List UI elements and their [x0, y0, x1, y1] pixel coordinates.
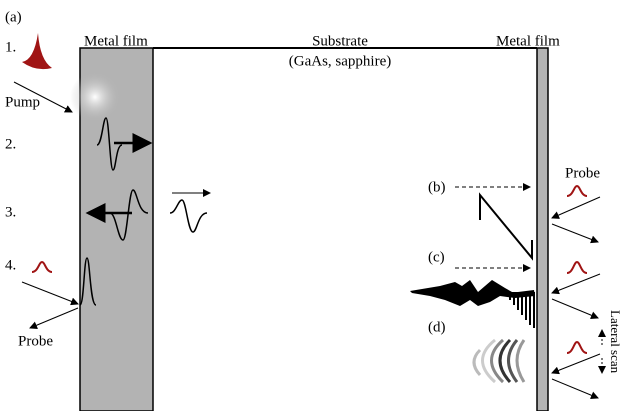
diagram: (a) Metal film Substrate (GaAs, sapphire…	[0, 0, 632, 411]
step-label: 3.	[5, 204, 16, 220]
pump-label: Pump	[5, 94, 40, 110]
step-label: 2.	[5, 136, 16, 152]
oscillation-tail	[510, 292, 534, 328]
right-film-label: Metal film	[496, 33, 560, 49]
probe-pulse	[32, 262, 52, 272]
probe-in-arrow	[22, 282, 78, 304]
step-label: 4.	[5, 257, 16, 273]
substrate-label: Substrate	[312, 33, 368, 49]
sub-panel-label: (b)	[428, 179, 446, 195]
right-metal-film	[537, 48, 548, 411]
panel-label: (a)	[5, 9, 22, 25]
phonon-train	[410, 280, 535, 306]
sawtooth-pulse	[480, 195, 532, 258]
probe-label: Probe	[565, 165, 600, 181]
sub-panel-label: (c)	[428, 249, 445, 265]
pump-pulse	[22, 33, 52, 69]
step-label: 1.	[5, 39, 16, 55]
probe-out-arrow	[30, 308, 78, 328]
probe-label: Probe	[18, 333, 53, 349]
transmitted-pulse	[170, 200, 207, 232]
sub-panel-label: (d)	[428, 319, 446, 335]
right-probes	[552, 186, 602, 398]
substrate-materials: (GaAs, sapphire)	[289, 53, 391, 69]
pump-spot	[70, 72, 120, 122]
wavefront-image	[474, 340, 524, 382]
lateral-scan-label: Lateral scan	[608, 310, 623, 374]
left-film-label: Metal film	[84, 33, 148, 49]
